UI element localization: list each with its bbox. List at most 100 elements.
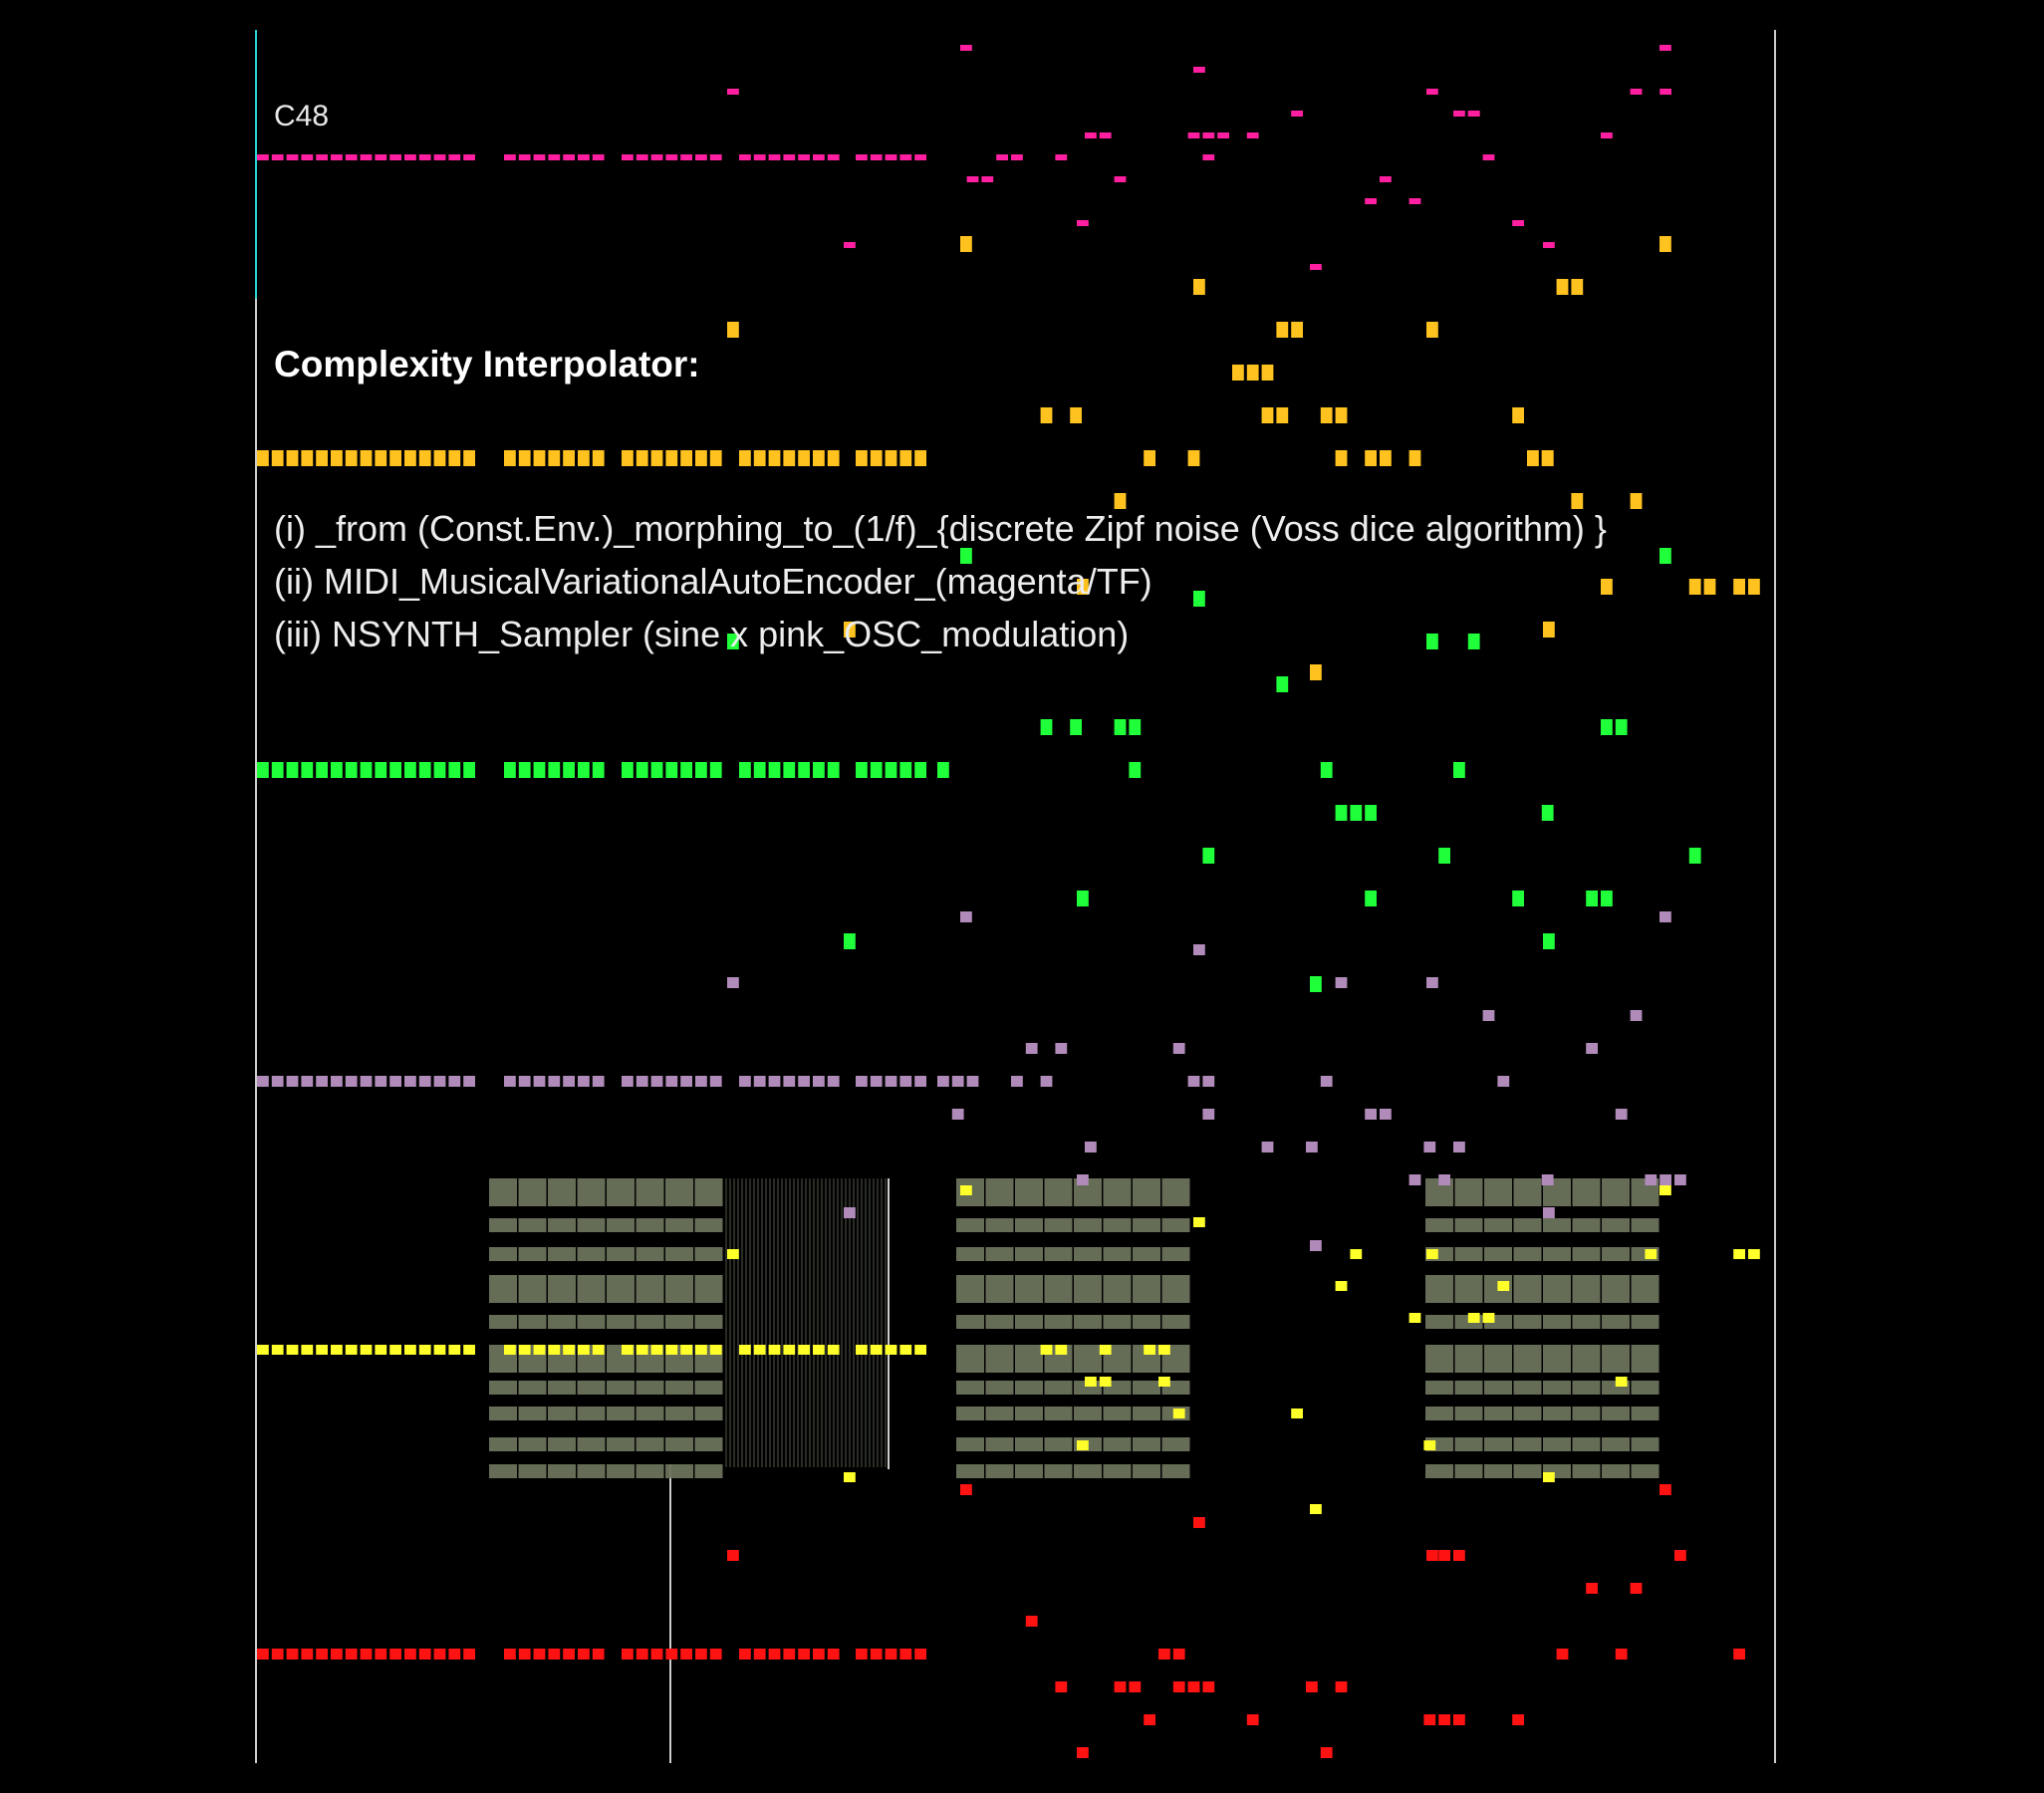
grid-cell	[1454, 1345, 1483, 1373]
fine-grid-line	[849, 1178, 851, 1467]
yellow-note	[914, 1345, 926, 1355]
grid-cell	[489, 1247, 517, 1261]
grid-cell	[1044, 1178, 1073, 1206]
red-note	[1438, 1550, 1450, 1561]
red-note	[563, 1649, 575, 1660]
orange-note	[1541, 450, 1554, 466]
green-note	[960, 548, 972, 564]
pink-note	[1055, 154, 1068, 160]
orange-note	[783, 450, 796, 466]
pink-note	[899, 154, 912, 160]
lavender-note	[389, 1076, 401, 1087]
lavender-note	[798, 1076, 810, 1087]
grid-cell	[1513, 1218, 1542, 1232]
green-note	[463, 762, 475, 778]
fine-grid-line	[813, 1178, 815, 1467]
pink-note	[1099, 132, 1112, 138]
grid-cell	[1161, 1437, 1190, 1451]
grid-cell	[1161, 1178, 1190, 1206]
orange-note	[1077, 579, 1089, 595]
grid-cell	[518, 1407, 547, 1420]
grid-cell	[1543, 1247, 1571, 1261]
yellow-note	[870, 1345, 883, 1355]
pink-note	[345, 154, 358, 160]
pink-note	[1114, 176, 1127, 182]
pink-note	[331, 154, 343, 160]
grid-cell	[1161, 1464, 1190, 1478]
grid-cell	[1133, 1275, 1160, 1303]
pink-note	[1601, 132, 1613, 138]
orange-note	[768, 450, 781, 466]
red-note	[1114, 1681, 1127, 1692]
grid-cell	[607, 1218, 635, 1232]
pink-note	[1217, 132, 1229, 138]
lavender-note	[650, 1076, 663, 1087]
lavender-note	[418, 1076, 431, 1087]
yellow-note	[1497, 1281, 1510, 1291]
orange-note	[504, 450, 516, 466]
fine-grid-line	[833, 1178, 835, 1467]
grid-cell	[1044, 1247, 1073, 1261]
grid-cell	[1015, 1345, 1043, 1373]
grid-cell	[1543, 1437, 1571, 1451]
pink-note	[1630, 89, 1643, 95]
green-note	[844, 933, 856, 949]
yellow-note	[1426, 1249, 1438, 1259]
grid-cell	[1602, 1345, 1630, 1373]
yellow-note	[533, 1345, 546, 1355]
lavender-note	[1172, 1043, 1185, 1054]
yellow-note	[727, 1249, 739, 1259]
green-note	[331, 762, 343, 778]
lavender-note	[665, 1076, 678, 1087]
yellow-note	[301, 1345, 314, 1355]
lavender-note	[592, 1076, 605, 1087]
grid-cell	[607, 1407, 635, 1420]
pink-note	[448, 154, 461, 160]
yellow-note	[650, 1345, 663, 1355]
lavender-note	[856, 1076, 868, 1087]
orange-note	[709, 450, 722, 466]
grid-cell	[577, 1437, 606, 1451]
grid-cell	[694, 1247, 723, 1261]
green-note	[1660, 548, 1671, 564]
grid-cell	[1454, 1218, 1483, 1232]
fine-grid-line	[773, 1178, 775, 1467]
orange-note	[1114, 493, 1127, 509]
yellow-note	[899, 1345, 912, 1355]
orange-note	[1748, 579, 1760, 595]
lavender-note	[533, 1076, 546, 1087]
grid-cell	[1513, 1464, 1542, 1478]
red-note	[1193, 1517, 1205, 1528]
grid-cell	[1103, 1218, 1132, 1232]
fine-grid-line	[793, 1178, 795, 1467]
lavender-note	[966, 1076, 979, 1087]
yellow-note	[709, 1345, 722, 1355]
grid-cell	[1572, 1381, 1601, 1395]
green-note	[578, 762, 590, 778]
red-note	[578, 1649, 590, 1660]
fine-grid-line	[761, 1178, 763, 1467]
lavender-note	[286, 1076, 299, 1087]
grid-cell	[577, 1315, 606, 1329]
green-note	[1586, 891, 1598, 906]
lavender-note	[783, 1076, 796, 1087]
yellow-note	[286, 1345, 299, 1355]
pink-note	[650, 154, 663, 160]
yellow-note	[1645, 1249, 1658, 1259]
fine-grid-line	[757, 1178, 759, 1467]
grid-cell	[1602, 1437, 1630, 1451]
grid-cell	[694, 1464, 723, 1478]
grid-cell	[577, 1381, 606, 1395]
grid-cell	[1015, 1464, 1043, 1478]
grid-cell	[1631, 1218, 1660, 1232]
grid-cell	[1484, 1345, 1512, 1373]
yellow-note	[1040, 1345, 1053, 1355]
red-note	[1556, 1649, 1569, 1660]
grid-cell	[577, 1275, 606, 1303]
grid-cell	[1425, 1381, 1453, 1395]
grid-cell	[577, 1407, 606, 1420]
green-note	[870, 762, 883, 778]
red-note	[1335, 1681, 1348, 1692]
orange-note	[827, 450, 840, 466]
